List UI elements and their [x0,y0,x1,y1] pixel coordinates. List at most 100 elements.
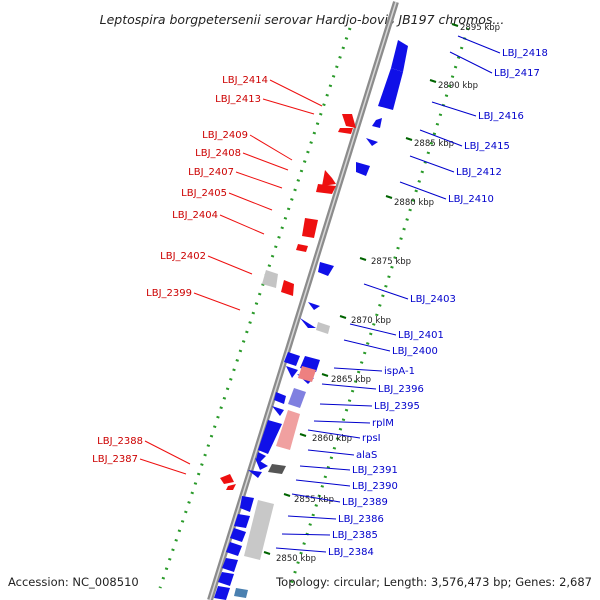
topology-text: Topology: circular; Length: 3,576,473 bp… [275,575,592,589]
gene-label-lbj-2401[interactable]: LBJ_2401 [398,330,444,341]
forward-gene-labels: LBJ_2418 LBJ_2417 LBJ_2416 LBJ_2415 LBJ_… [328,48,548,558]
kbp-label-2895: 2895 kbp [460,23,500,33]
gene-label-lbj-2403[interactable]: LBJ_2403 [410,294,456,305]
gene-label-lbj-2385[interactable]: LBJ_2385 [332,530,378,541]
gene-label-lbj-2412[interactable]: LBJ_2412 [456,167,502,178]
gene-label-lbj-2396[interactable]: LBJ_2396 [378,384,424,395]
gene-label-rpsi[interactable]: rpsI [362,433,381,444]
gene-feature-lbj-2395 [286,366,298,378]
gene-label-lbj-2414[interactable]: LBJ_2414 [222,75,268,86]
gene-label-lbj-2405[interactable]: LBJ_2405 [181,188,227,199]
gene-label-lbj-2410[interactable]: LBJ_2410 [448,194,494,205]
gene-label-lbj-2408[interactable]: LBJ_2408 [195,148,241,159]
gene-feature-grey-2400 [316,322,330,334]
kbp-label-2865: 2865 kbp [331,375,371,385]
kbp-label-2870: 2870 kbp [351,316,391,326]
gene-feature-lbj-2384c [214,586,230,600]
gene-feature-steel-2384 [234,588,248,598]
gene-feature-pink-ispa [298,366,316,382]
kbp-tick-2895 [451,23,459,27]
kbp-tick-2850 [263,551,271,555]
gene-label-lbj-2418[interactable]: LBJ_2418 [502,48,548,59]
gene-label-lbj-2402[interactable]: LBJ_2402 [160,251,206,262]
gene-feature-lbj-2402 [296,244,308,252]
kbp-ticks [263,23,459,555]
gene-label-alas[interactable]: alaS [356,450,377,461]
kbp-label-2885: 2885 kbp [414,139,454,149]
kbp-tick-2860 [299,433,307,437]
gene-feature-lbj-2384 [222,558,238,572]
gene-label-lbj-2416[interactable]: LBJ_2416 [478,111,524,122]
reverse-gene-labels: LBJ_2414 LBJ_2413 LBJ_2409 LBJ_2408 LBJ_… [92,75,268,465]
gene-feature-lbj-2412 [356,162,370,176]
forward-label-leaders [275,35,501,553]
gene-feature-lbj-2386 [240,496,254,512]
gene-label-lbj-2395[interactable]: LBJ_2395 [374,401,420,412]
gene-feature-lbj-2400 [300,318,316,328]
gene-feature-rplm [274,392,286,404]
gene-label-lbj-2390[interactable]: LBJ_2390 [352,481,398,492]
gene-feature-grey-2402 [262,270,278,288]
kbp-label-2860: 2860 kbp [312,434,352,444]
gene-feature-lbj-2399 [281,280,294,296]
gene-feature-lbj-2401 [308,302,320,310]
gene-label-lbj-2407[interactable]: LBJ_2407 [188,167,234,178]
kbp-tick-2875 [359,257,367,261]
kbp-label-2890: 2890 kbp [438,81,478,91]
gene-label-rplm[interactable]: rplM [372,418,394,429]
gene-feature-lbj-2404 [302,218,318,238]
gene-feature-lbj-2403 [318,262,334,276]
gene-label-lbj-2384[interactable]: LBJ_2384 [328,547,374,558]
kbp-tick-2890 [429,79,437,83]
other-features [234,270,330,598]
gene-feature-pink-rplm [276,410,300,450]
gene-feature-purple-2395 [288,388,306,408]
gene-label-lbj-2386[interactable]: LBJ_2386 [338,514,384,525]
gene-feature-lbj-2416 [372,118,382,128]
kbp-tick-2870 [339,315,347,319]
kbp-tick-2865 [321,373,329,377]
gene-label-lbj-2413[interactable]: LBJ_2413 [215,94,261,105]
gene-label-lbj-2387[interactable]: LBJ_2387 [92,454,138,465]
gene-feature-lbj-2387 [226,484,236,490]
accession-text: Accession: NC_008510 [8,575,139,589]
gene-feature-grey-2386 [244,500,274,560]
kbp-tick-2855 [283,493,291,497]
gene-feature-lbj-2385 [230,528,246,542]
gene-label-ispa-1[interactable]: ispA-1 [384,366,415,377]
gene-feature-lbj-2389 [248,470,262,478]
kbp-tick-2880 [385,195,393,199]
gene-label-lbj-2417[interactable]: LBJ_2417 [494,68,540,79]
gene-feature-lbj-2414 [342,114,356,128]
kbp-label-2855: 2855 kbp [294,495,334,505]
gene-label-lbj-2399[interactable]: LBJ_2399 [146,288,192,299]
reverse-label-leaders [139,79,323,475]
gene-feature-lbj-2386b [234,514,250,528]
gene-feature-lbj-2390 [255,458,268,470]
gene-feature-lbj-2417 [378,68,403,110]
gene-feature-lbj-2407 [316,184,336,194]
genome-backbone [207,1,399,600]
map-title: Leptospira borgpetersenii serovar Hardjo… [100,12,505,27]
gene-label-lbj-2404[interactable]: LBJ_2404 [172,210,218,221]
gene-feature-lbj-2413 [338,128,353,134]
reverse-strand-features [220,114,356,490]
kbp-label-2850: 2850 kbp [276,554,316,564]
gene-feature-lbj-2396 [284,352,300,366]
kbp-tick-2885 [405,137,413,141]
gene-label-lbj-2400[interactable]: LBJ_2400 [392,346,438,357]
gene-label-lbj-2415[interactable]: LBJ_2415 [464,141,510,152]
gene-label-lbj-2388[interactable]: LBJ_2388 [97,436,143,447]
gene-feature-lbj-2418 [391,40,408,72]
gene-feature-rpsi [272,406,284,416]
kbp-label-2880: 2880 kbp [394,198,434,208]
gene-feature-alas [258,420,282,454]
gene-label-lbj-2409[interactable]: LBJ_2409 [202,130,248,141]
gene-label-lbj-2389[interactable]: LBJ_2389 [342,497,388,508]
gene-feature-lbj-2409 [322,170,336,186]
gene-feature-lbj-2415 [366,138,378,146]
gene-feature-lbj-2385b [226,542,242,556]
gene-label-lbj-2391[interactable]: LBJ_2391 [352,465,398,476]
